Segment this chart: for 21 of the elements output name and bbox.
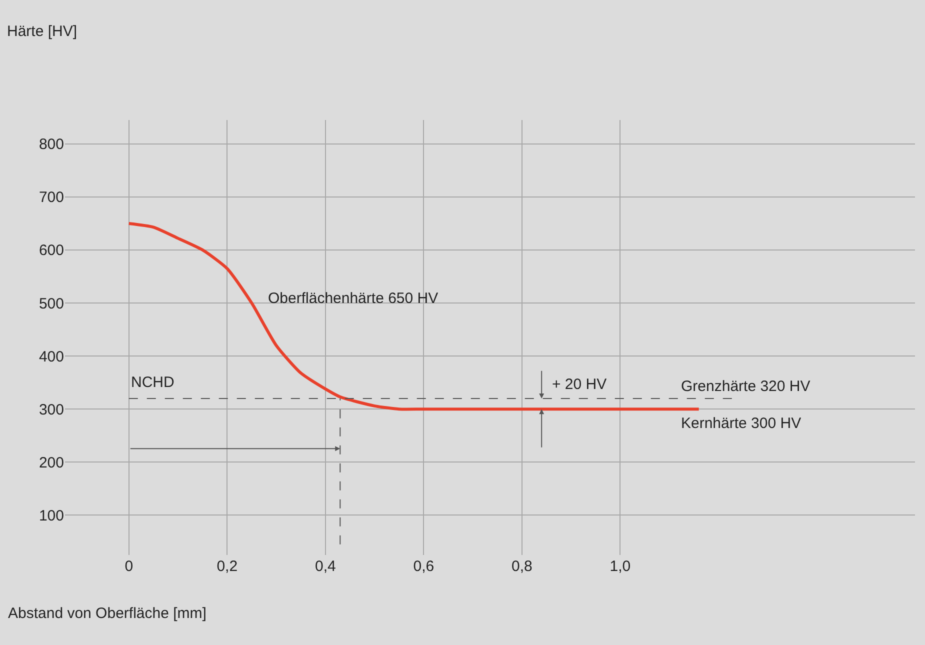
y-tick-label: 700	[38, 189, 64, 206]
x-axis-title: Abstand von Oberfläche [mm]	[8, 605, 206, 622]
x-tick-label: 0,6	[413, 558, 434, 575]
y-tick-label: 800	[38, 136, 64, 154]
y-tick-label: 300	[38, 401, 64, 418]
annotation: + 20 HV	[552, 376, 607, 393]
annotation: Oberflächenhärte 650 HV	[268, 290, 438, 307]
y-tick-label: 400	[38, 348, 64, 366]
x-tick-label: 0	[124, 558, 134, 575]
annotation: Kernhärte 300 HV	[681, 415, 802, 432]
y-tick-label: 100	[38, 507, 64, 524]
x-tick-label: 0,2	[216, 558, 238, 575]
annotation: NCHD	[131, 374, 174, 391]
x-tick-label: 1,0	[610, 558, 631, 575]
y-tick-label: 500	[38, 295, 64, 312]
x-tick-label: 0,8	[512, 558, 532, 575]
x-tick-label: 0,4	[314, 558, 336, 575]
y-tick-label: 200	[38, 454, 64, 472]
text: Härte [HV]	[7, 23, 78, 40]
y-tick-label: 600	[38, 242, 64, 260]
ref-line-label: Grenzhärte 320 HV	[681, 378, 810, 395]
